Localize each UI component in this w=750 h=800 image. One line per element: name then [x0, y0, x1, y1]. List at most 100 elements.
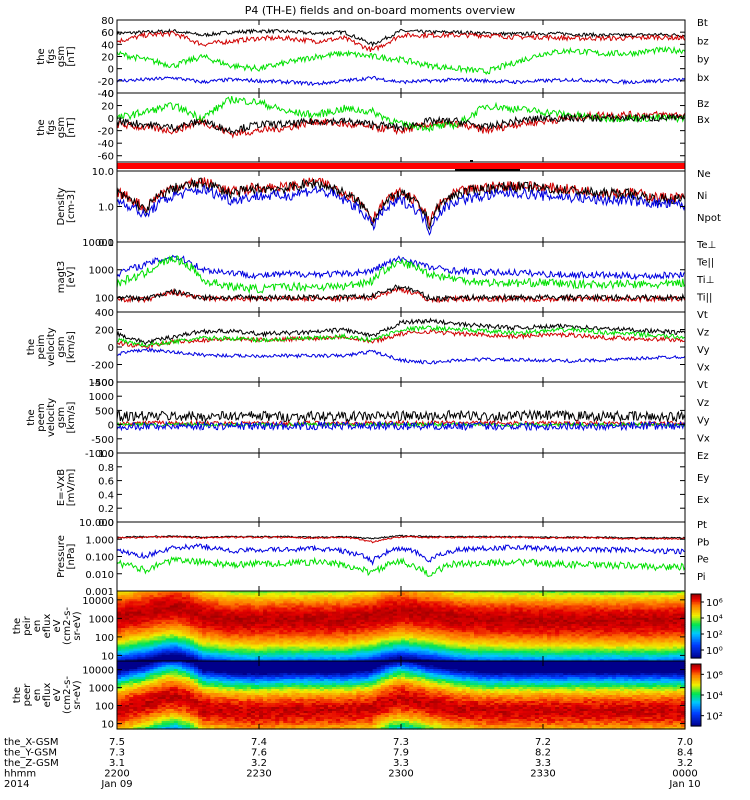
heatmap-cell: [198, 605, 203, 609]
heatmap-cell: [311, 611, 317, 615]
heatmap-cell: [522, 648, 528, 652]
heatmap-cell: [413, 593, 418, 596]
heatmap-cell: [275, 644, 280, 648]
heatmap-cell: [583, 623, 589, 627]
heatmap-cell: [676, 609, 682, 613]
heatmap-cell: [656, 617, 662, 621]
heatmap-cell: [388, 636, 394, 639]
heatmap-cell: [547, 628, 552, 631]
heatmap-cell: [388, 654, 394, 658]
heatmap-cell: [563, 648, 568, 652]
heatmap-cell: [323, 617, 329, 621]
heatmap-cell: [607, 638, 613, 642]
heatmap-cell: [319, 632, 325, 635]
series-line-Vz: [116, 329, 686, 350]
heatmap-cell: [660, 638, 666, 642]
heatmap-cell: [620, 605, 625, 609]
heatmap-cell: [372, 591, 378, 594]
heatmap-cell: [644, 605, 650, 609]
heatmap-cell: [194, 636, 199, 639]
heatmap-cell: [449, 642, 455, 646]
heatmap-cell: [478, 626, 483, 629]
heatmap-cell: [506, 654, 512, 658]
heatmap-cell: [275, 607, 280, 611]
heatmap-cell: [169, 630, 175, 633]
heatmap-cell: [599, 650, 605, 654]
heatmap-cell: [376, 636, 382, 639]
heatmap-cell: [376, 644, 382, 648]
heatmap-cell: [543, 644, 548, 648]
heatmap-cell: [271, 646, 276, 650]
heatmap-cell: [595, 593, 601, 596]
heatmap-cell: [352, 638, 357, 642]
heatmap-cell: [303, 611, 309, 615]
heatmap-cell: [648, 634, 654, 637]
heatmap-cell: [161, 607, 167, 611]
heatmap-cell: [465, 646, 471, 650]
heatmap-cell: [530, 605, 536, 609]
heatmap-cell: [222, 646, 228, 650]
heatmap-cell: [425, 658, 430, 662]
heatmap-cell: [129, 650, 134, 654]
heatmap-cell: [181, 638, 187, 642]
heatmap-cell: [522, 591, 528, 594]
heatmap-cell: [672, 644, 678, 648]
heatmap-cell: [494, 658, 499, 662]
heatmap-cell: [133, 644, 138, 648]
heatmap-cell: [405, 601, 410, 604]
heatmap-cell: [413, 615, 418, 619]
heatmap-cell: [530, 630, 536, 633]
heatmap-cell: [640, 603, 646, 607]
heatmap-cell: [449, 632, 455, 635]
heatmap-cell: [551, 644, 556, 648]
heatmap-cell: [287, 607, 293, 611]
heatmap-cell: [149, 626, 155, 629]
heatmap-cell: [405, 603, 410, 607]
heatmap-cell: [421, 652, 426, 656]
heatmap-cell: [417, 642, 422, 646]
heatmap-cell: [271, 617, 276, 621]
y-tick-label: -200: [91, 361, 114, 372]
heatmap-cell: [469, 621, 475, 625]
heatmap-cell: [518, 634, 524, 637]
heatmap-cell: [506, 605, 512, 609]
heatmap-cell: [287, 648, 293, 652]
heatmap-cell: [672, 636, 678, 639]
heatmap-cell: [238, 619, 244, 623]
heatmap-cell: [624, 597, 629, 600]
heatmap-cell: [429, 658, 435, 662]
heatmap-cell: [506, 603, 512, 607]
heatmap-cell: [522, 644, 528, 648]
heatmap-cell: [121, 603, 126, 607]
heatmap-cell: [579, 634, 585, 637]
heatmap-cell: [129, 640, 134, 644]
heatmap-cell: [571, 634, 577, 637]
heatmap-cell: [242, 644, 248, 648]
heatmap-cell: [579, 656, 585, 660]
heatmap-cell: [587, 654, 593, 658]
heatmap-cell: [591, 638, 597, 642]
heatmap-cell: [141, 591, 146, 594]
heatmap-cell: [664, 630, 670, 633]
heatmap-cell: [291, 597, 297, 600]
heatmap-cell: [303, 593, 309, 596]
heatmap-cell: [315, 654, 321, 658]
heatmap-cell: [190, 658, 195, 662]
heatmap-cell: [356, 609, 362, 613]
heatmap-cell: [417, 632, 422, 635]
heatmap-cell: [591, 654, 597, 658]
heatmap-cell: [291, 599, 297, 602]
y-tick-label: -1000: [85, 449, 114, 460]
heatmap-cell: [226, 607, 232, 611]
heatmap-cell: [571, 619, 577, 623]
heatmap-cell: [502, 630, 508, 633]
heatmap-cell: [279, 613, 284, 617]
heatmap-cell: [279, 632, 284, 635]
heatmap-cell: [441, 630, 447, 633]
heatmap-cell: [254, 617, 260, 621]
heatmap-cell: [177, 652, 183, 656]
heatmap-cell: [392, 646, 398, 650]
heatmap-cell: [214, 636, 220, 639]
heatmap-cell: [469, 613, 475, 617]
